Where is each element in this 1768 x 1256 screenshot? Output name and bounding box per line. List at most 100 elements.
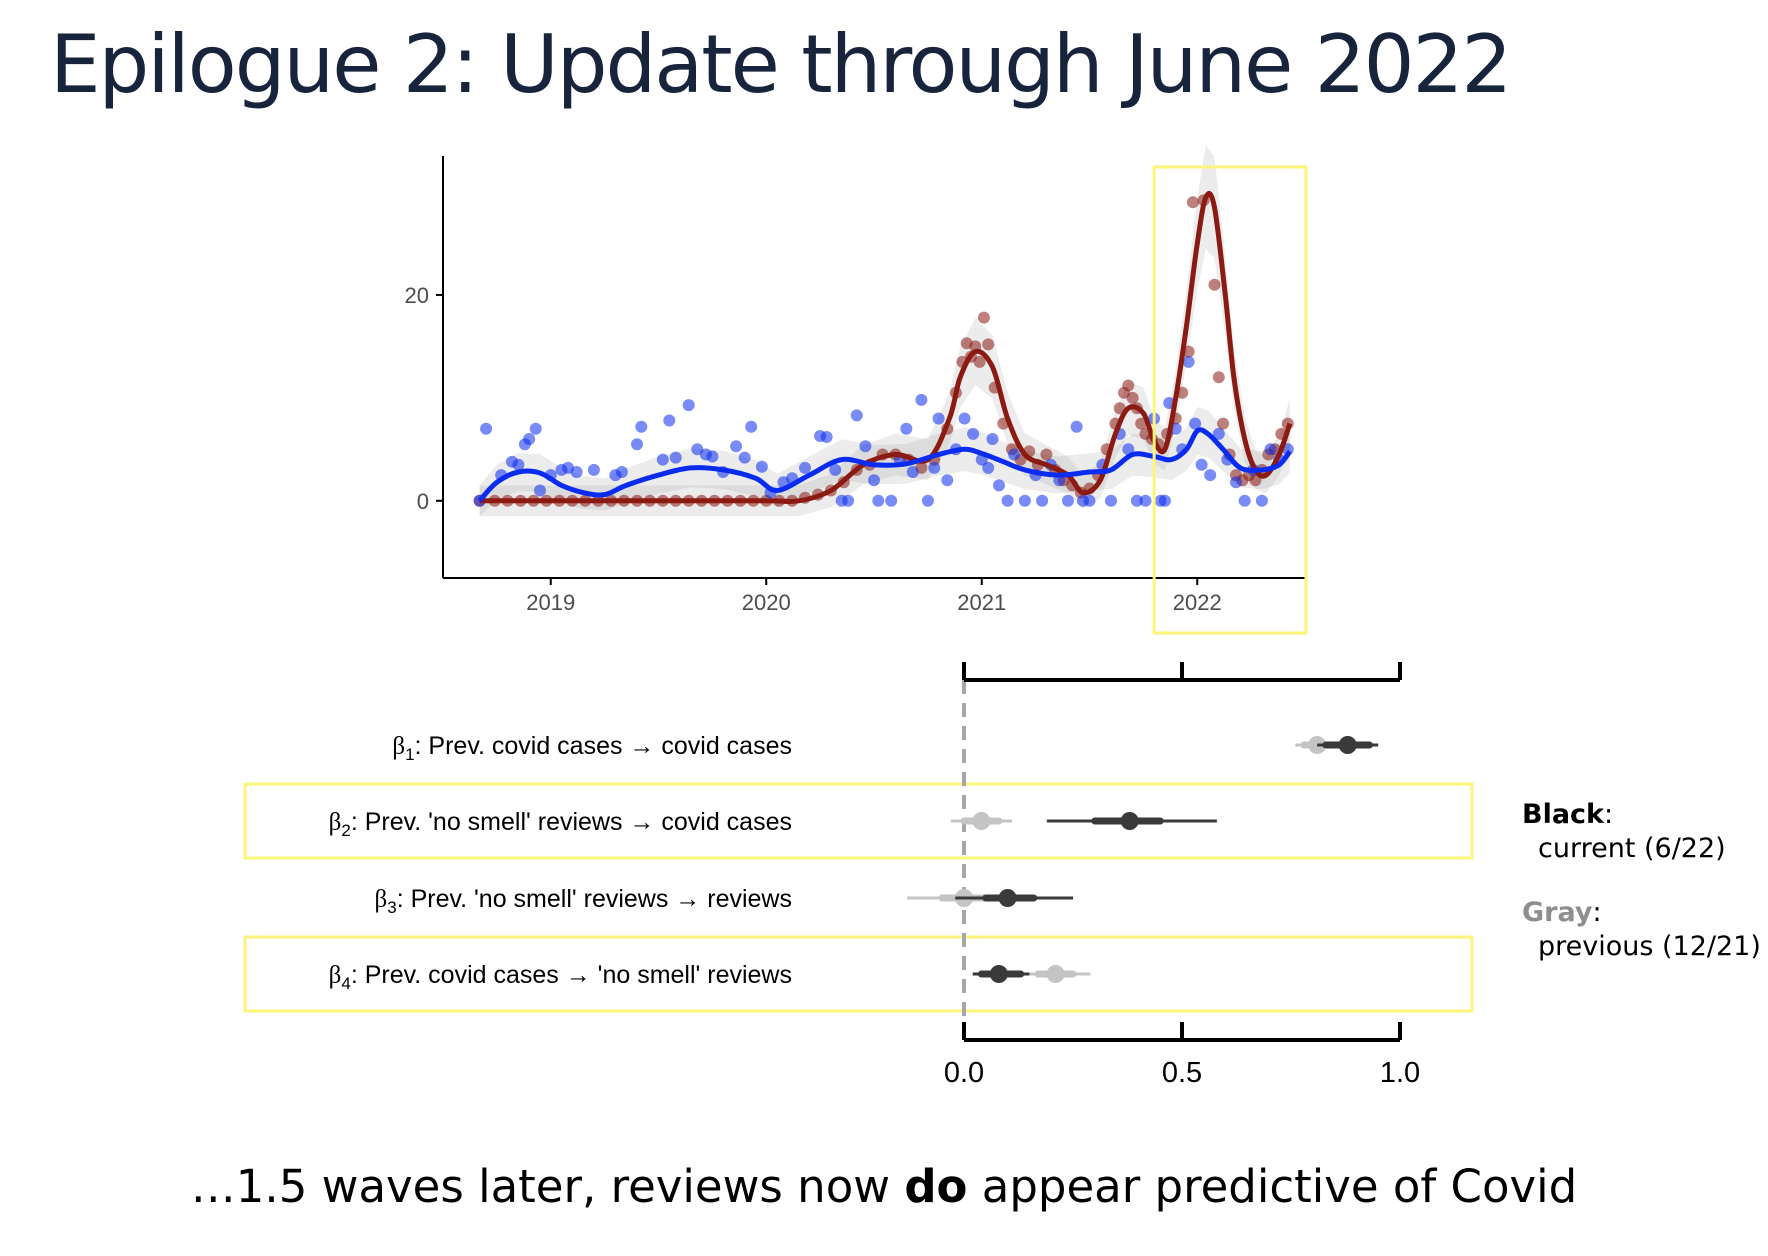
covid-case-point [973,355,986,368]
review-point [656,453,669,466]
review-point [958,412,971,425]
review-point [906,466,919,478]
highlight-box-2022 [1152,165,1308,635]
review-point [1105,494,1117,507]
review-point [755,460,768,473]
slide-title: Epilogue 2: Update through June 2022 [50,18,1512,111]
review-point [523,433,536,445]
review-point [872,494,885,507]
caption-emphasis: do [904,1160,968,1213]
coefficient-chart: 0.0 0.5 1.0 β1: Prev. covid cases → covid c… [243,662,1474,1089]
coef-tick-label: 0.0 [944,1057,984,1089]
review-point [967,427,980,440]
review-point [1264,443,1277,456]
review-point [1195,458,1208,471]
covid-case-point [1126,391,1139,404]
covid-case-point [982,338,995,351]
review-point [615,466,628,478]
review-point [900,422,913,435]
covid-case-point [1135,417,1148,430]
caption-text-after: appear predictive of Covid [967,1160,1578,1213]
coef-row-label-1: β1: Prev. covid cases → covid cases [392,732,792,764]
reviews-trend-line [477,427,1292,503]
review-point [941,474,954,487]
covid-case-point [1040,448,1053,461]
covid-case-point [1186,196,1199,209]
review-point [820,431,833,443]
review-point [1158,494,1171,507]
caption: …1.5 waves later, reviews now do appear … [0,1160,1768,1213]
covid-case-point [1208,278,1221,291]
legend-gray-key: Gray [1522,897,1593,928]
review-point [635,420,648,433]
review-point [1204,469,1217,482]
review-point [928,461,941,474]
review-point [1139,494,1152,507]
review-point [921,494,934,507]
review-point [691,443,704,456]
review-point [1001,494,1014,507]
x-tick-label: 2021 [957,590,1006,615]
caption-text-before: …1.5 waves later, reviews now [190,1160,905,1213]
x-tick-label: 2020 [742,590,791,615]
review-point [587,463,600,476]
legend-black-desc: current (6/22) [1538,833,1726,864]
review-point [915,393,928,406]
review-point [745,420,758,433]
y-tick-label: 0 [417,489,429,514]
review-point [842,494,855,507]
review-point [859,440,872,453]
review-point [850,409,863,422]
review-point [631,438,643,451]
review-point [512,458,525,471]
review-point [534,484,546,497]
review-point [1230,476,1242,489]
review-point [1018,494,1031,507]
covid-case-point [1122,379,1135,392]
review-point [1189,417,1202,430]
review-point [1212,427,1225,440]
legend-black-key: Black [1522,799,1605,830]
review-point [1182,355,1195,368]
current-point-estimate [1120,812,1139,830]
review-point [730,440,743,453]
time-series-chart: 0 20 2019 2020 2021 2022 [405,145,1308,635]
review-point [1130,494,1143,507]
review-point [1238,494,1251,507]
review-point [1036,494,1049,507]
review-point [1070,420,1083,433]
covid-case-point [977,311,990,324]
covid-case-point [1212,371,1225,384]
review-point [738,451,751,464]
review-point [1122,443,1135,456]
coef-tick-label: 1.0 [1380,1057,1420,1089]
x-tick-label: 2019 [526,590,575,615]
highlight-box-row-2 [243,782,1474,860]
x-tick-label: 2022 [1173,590,1222,615]
review-point [932,412,945,425]
coef-tick-label: 0.5 [1162,1057,1202,1089]
review-point [885,494,898,507]
review-point [1083,494,1096,507]
current-point-estimate [1338,736,1357,754]
previous-point-estimate [1046,965,1065,983]
review-point [669,451,682,464]
coef-row-label-2: β2: Prev. 'no smell' reviews → covid cas… [329,808,792,840]
review-point [799,461,811,474]
review-point [529,422,542,435]
review-point [986,433,999,445]
confidence-band-0 [479,145,1290,517]
review-point [1008,448,1021,461]
review-point [829,463,842,476]
review-point [570,466,583,478]
current-point-estimate [989,965,1008,983]
review-point [663,414,676,427]
review-point [868,474,880,487]
legend: Black: current (6/22) Gray: previous (12… [1522,799,1761,962]
review-point [1255,494,1268,507]
y-tick-label: 20 [405,283,429,308]
review-point [682,399,695,412]
review-point [480,422,493,435]
legend-gray-desc: previous (12/21) [1538,931,1761,962]
